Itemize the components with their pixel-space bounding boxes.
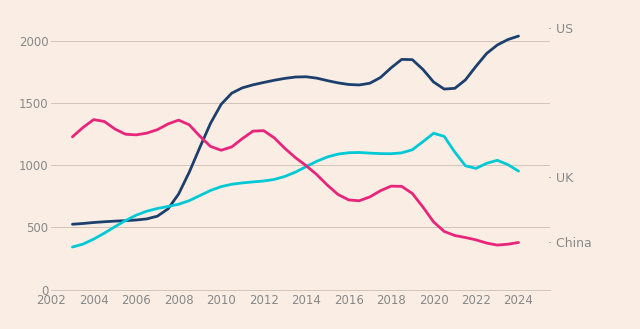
Text: · US: · US <box>548 23 573 37</box>
Text: · UK: · UK <box>548 172 573 185</box>
Text: · China: · China <box>548 237 592 250</box>
